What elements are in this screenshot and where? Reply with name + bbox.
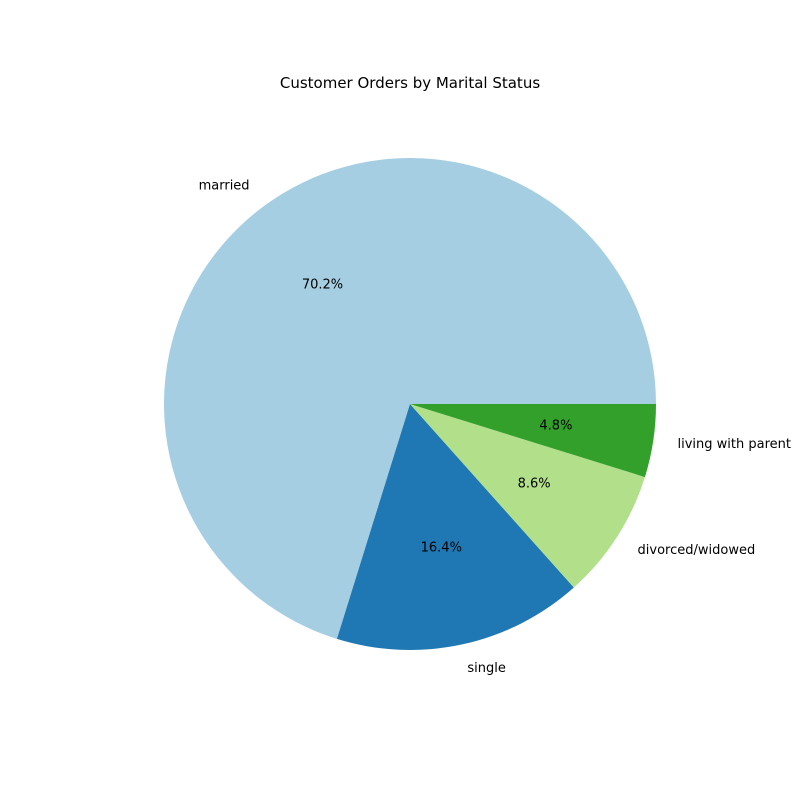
pie-slice-divorced-widowed [410, 404, 645, 588]
pie-slice-married [163, 157, 657, 639]
slice-percentage: 16.4% [421, 541, 462, 556]
slice-label: living with parent [678, 437, 791, 452]
slice-label: single [467, 661, 506, 676]
slice-percentage: 8.6% [518, 476, 551, 491]
pie-slice-living-with-parent [410, 404, 656, 478]
pie-labels: married 70.2% single 16.4% divorced/widowed 8… [199, 179, 791, 676]
slice-label: married [199, 179, 250, 194]
slice-percentage: 4.8% [539, 419, 572, 434]
slice-label: divorced/widowed [638, 543, 756, 558]
chart-title: Customer Orders by Marital Status [280, 74, 540, 92]
pie-slice-single [336, 404, 574, 650]
slice-percentage: 70.2% [302, 278, 343, 293]
pie-slices [163, 157, 657, 650]
